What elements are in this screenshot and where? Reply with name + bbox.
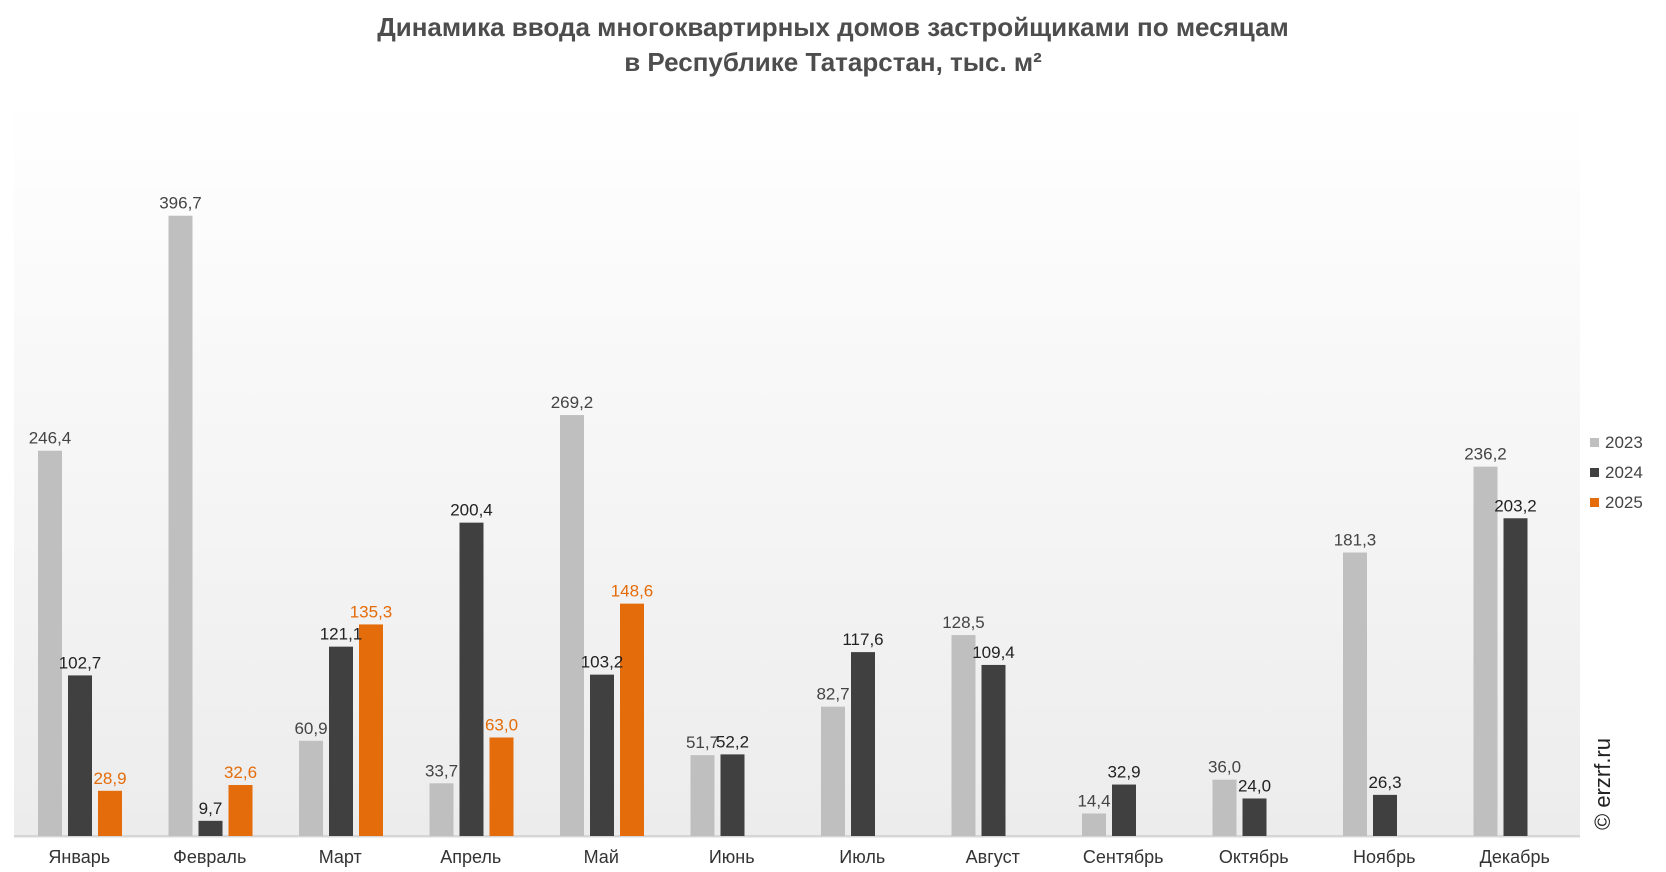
- value-label-2023-3: 60,9: [294, 719, 327, 738]
- bar-2023-4: [429, 783, 454, 836]
- bar-2025-3: [359, 624, 383, 836]
- category-label-2: Февраль: [173, 847, 246, 867]
- category-label-9: Сентябрь: [1083, 847, 1164, 867]
- bar-2025-4: [489, 737, 514, 836]
- value-label-2024-7: 117,6: [842, 630, 883, 649]
- bar-2023-9: [1082, 813, 1106, 836]
- value-label-2025-3: 135,3: [350, 602, 393, 621]
- category-label-12: Декабрь: [1480, 847, 1550, 867]
- bars-layer: [38, 215, 1528, 837]
- bar-2023-10: [1212, 779, 1237, 836]
- bar-2023-11: [1343, 552, 1367, 836]
- value-label-2024-9: 32,9: [1107, 763, 1140, 782]
- bar-2024-12: [1503, 518, 1528, 836]
- bar-2024-1: [68, 675, 92, 836]
- legend-swatch-2025: [1590, 498, 1599, 507]
- bar-2023-6: [690, 755, 715, 836]
- bar-2023-2: [168, 215, 193, 837]
- legend-label-2024: 2024: [1605, 463, 1643, 482]
- bar-2023-1: [38, 450, 62, 836]
- bar-2025-2: [228, 785, 253, 836]
- value-label-2023-11: 181,3: [1334, 531, 1377, 550]
- bar-2024-11: [1373, 794, 1397, 836]
- value-label-2024-2: 9,7: [199, 799, 223, 818]
- bar-2024-9: [1112, 784, 1136, 836]
- value-label-2023-7: 82,7: [816, 685, 849, 704]
- watermark: © erzrf.ru: [1590, 738, 1615, 830]
- value-label-2024-10: 24,0: [1238, 776, 1271, 795]
- value-label-2024-4: 200,4: [450, 501, 493, 520]
- value-label-2024-1: 102,7: [59, 653, 102, 672]
- category-labels-layer: Январь Февраль Март Апрель Май Июнь Июль Август…: [48, 847, 1549, 867]
- chart-title: Динамика ввода многоквартирных домов зас…: [0, 10, 1666, 80]
- value-label-2023-4: 33,7: [425, 761, 458, 780]
- legend-swatch-2023: [1590, 438, 1599, 447]
- bar-2024-6: [720, 754, 745, 836]
- bar-2025-5: [620, 603, 644, 836]
- value-label-2023-9: 14,4: [1077, 791, 1110, 810]
- category-label-7: Июль: [839, 847, 885, 867]
- category-label-10: Октябрь: [1219, 847, 1289, 867]
- value-label-2023-2: 396,7: [159, 194, 202, 213]
- value-label-2024-3: 121,1: [320, 625, 363, 644]
- category-label-5: Май: [584, 847, 619, 867]
- bar-2025-1: [98, 790, 122, 836]
- value-label-2024-8: 109,4: [972, 643, 1015, 662]
- value-label-2023-8: 128,5: [942, 613, 985, 632]
- legend-label-2025: 2025: [1605, 493, 1643, 512]
- category-label-4: Апрель: [440, 847, 501, 867]
- value-label-2023-12: 236,2: [1464, 445, 1507, 464]
- legend: 2023 2024 2025: [1590, 433, 1643, 512]
- value-label-2024-5: 103,2: [581, 653, 624, 672]
- value-label-2025-1: 28,9: [93, 769, 126, 788]
- bar-2024-10: [1242, 798, 1267, 836]
- category-label-11: Ноябрь: [1353, 847, 1415, 867]
- value-label-2024-12: 203,2: [1494, 496, 1537, 515]
- bar-2023-3: [299, 740, 323, 836]
- legend-label-2023: 2023: [1605, 433, 1643, 452]
- bar-2023-5: [560, 415, 584, 836]
- bar-2023-12: [1473, 466, 1498, 836]
- category-label-3: Март: [319, 847, 362, 867]
- chart-title-line2: в Республике Татарстан, тыс. м²: [624, 47, 1042, 77]
- value-labels-layer: 246,4 102,7 28,9 396,7 9,732,6 60,9 121,1 135,3…: [29, 194, 1537, 818]
- category-label-1: Январь: [48, 847, 110, 867]
- value-label-2025-4: 63,0: [485, 715, 518, 734]
- value-label-2024-6: 52,2: [716, 732, 749, 751]
- bar-2024-2: [198, 820, 223, 836]
- category-label-8: Август: [966, 847, 1020, 867]
- bar-2023-8: [951, 635, 976, 836]
- value-label-2023-10: 36,0: [1208, 758, 1241, 777]
- bar-2023-7: [821, 706, 845, 836]
- value-label-2025-5: 148,6: [611, 582, 654, 601]
- legend-swatch-2024: [1590, 468, 1599, 477]
- bar-2024-4: [459, 522, 484, 836]
- chart-title-line1: Динамика ввода многоквартирных домов зас…: [377, 12, 1289, 42]
- value-label-2023-1: 246,4: [29, 429, 72, 448]
- bar-2024-7: [851, 652, 875, 836]
- bar-2024-5: [590, 674, 614, 836]
- bar-2024-3: [329, 646, 353, 836]
- bar-2024-8: [981, 664, 1006, 836]
- value-label-2025-2: 32,6: [224, 763, 257, 782]
- value-label-2023-5: 269,2: [551, 393, 594, 412]
- plot-area: [14, 96, 1580, 838]
- category-label-6: Июнь: [709, 847, 755, 867]
- value-label-2024-11: 26,3: [1368, 773, 1401, 792]
- value-label-2023-6: 51,7: [686, 733, 719, 752]
